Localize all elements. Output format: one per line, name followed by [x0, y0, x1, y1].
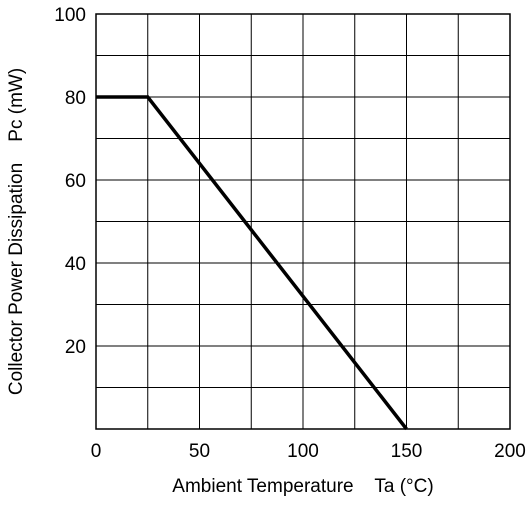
x-tick-label: 100: [287, 441, 319, 462]
y-tick-label: 20: [65, 337, 86, 358]
x-tick-labels: 0 50 100 150 200: [91, 441, 526, 462]
y-tick-label: 80: [65, 88, 86, 109]
x-axis-title: Ambient Temperature Ta (°C): [172, 476, 433, 497]
y-tick-label: 40: [65, 254, 86, 275]
y-tick-label: 60: [65, 171, 86, 192]
x-tick-label: 150: [391, 441, 423, 462]
y-tick-label: 100: [54, 5, 86, 26]
series-layer: [96, 95, 408, 431]
y-axis-title: Collector Power Dissipation Pc (mW): [6, 68, 27, 395]
series-line-1: [96, 95, 408, 431]
plot-frame: [95, 13, 511, 430]
grid-lines: [96, 14, 510, 429]
x-tick-label: 0: [91, 441, 102, 462]
y-tick-labels: 20 40 60 80 100: [54, 5, 86, 358]
x-tick-label: 200: [494, 441, 526, 462]
x-tick-label: 50: [189, 441, 210, 462]
